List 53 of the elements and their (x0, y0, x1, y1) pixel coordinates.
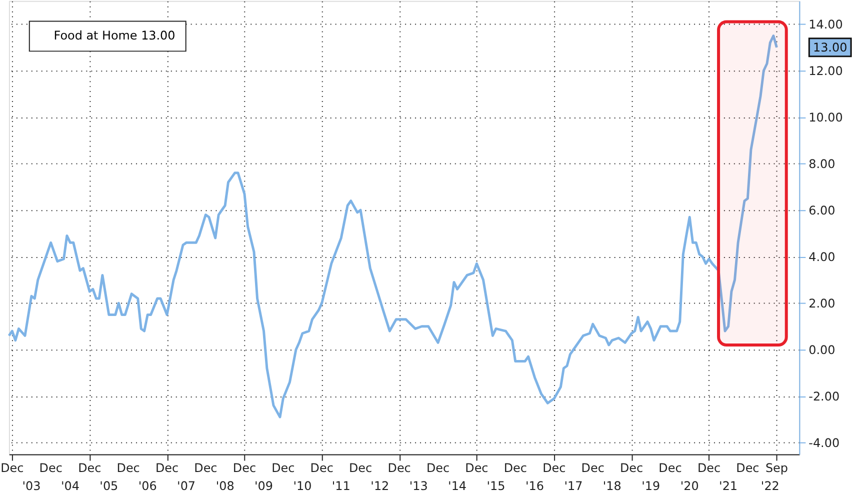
x2-tick-label: '05 (100, 479, 118, 494)
y-tick-label: 0.00 (808, 343, 836, 358)
x2-tick-label: '03 (22, 479, 41, 494)
x-tick-label: Dec (155, 461, 179, 476)
x2-tick-label: '16 (526, 479, 544, 494)
x-tick-label: Dec (194, 461, 218, 476)
x-tick-label: Dec (542, 461, 566, 476)
text: 13.00 (812, 40, 848, 54)
x2-tick-label: '20 (680, 479, 699, 494)
x-tick-label: Dec (232, 461, 256, 476)
y-tick-label: -4.00 (808, 436, 840, 450)
x2-tick-label: '10 (293, 479, 312, 494)
x2-tick-label: '22 (760, 479, 780, 494)
y-tick-label: 4.00 (808, 250, 836, 264)
y-tick-label: -2.00 (808, 390, 840, 404)
x-tick-label: Dec (620, 461, 644, 476)
y-tick-label: 6.00 (808, 204, 836, 218)
x-tick-label: Dec (78, 461, 102, 476)
x2-tick-label: '14 (448, 479, 467, 494)
x-tick-label: Dec (581, 461, 604, 476)
x2-tick-label: '07 (177, 479, 196, 494)
x-tick-label: Dec (697, 461, 721, 476)
x2-tick-label: '12 (370, 479, 390, 494)
x-tick-label: Sep (765, 461, 788, 476)
y-tick-label: 10.00 (808, 110, 843, 125)
x-tick-label: Dec (736, 461, 760, 476)
x2-tick-label: '18 (602, 479, 622, 494)
x-tick-label: Dec (272, 461, 295, 476)
y-tick-label: 14.00 (808, 18, 843, 32)
x2-tick-label: '15 (486, 479, 506, 494)
x2-tick-label: '11 (332, 479, 350, 494)
x2-tick-label: '13 (409, 479, 428, 494)
x2-tick-label: '17 (564, 479, 583, 494)
y-tick-label: 8.00 (808, 157, 836, 172)
x-tick-label: Dec (658, 461, 682, 476)
x-tick-label: Dec (0, 461, 24, 476)
x2-tick-label: '21 (719, 479, 738, 494)
x-tick-label: Dec (310, 461, 334, 476)
x2-tick-label: '06 (138, 479, 157, 494)
x2-tick-label: '08 (216, 479, 234, 494)
x-tick-label: Dec (465, 461, 488, 476)
x2-tick-label: '09 (254, 479, 273, 494)
x-tick-label: Dec (116, 461, 140, 476)
x-tick-label: Dec (39, 461, 62, 476)
y-tick-label: 2.00 (808, 296, 836, 311)
x-tick-label: Dec (348, 461, 372, 476)
x-tick-label: Dec (426, 461, 450, 476)
x2-tick-label: '04 (60, 479, 80, 494)
x-tick-label: Dec (504, 461, 527, 476)
x2-tick-label: '19 (642, 479, 660, 494)
y-tick-label: 12.00 (808, 64, 843, 78)
x-tick-label: Dec (388, 461, 411, 476)
text: Food at Home 13.00 (54, 28, 176, 43)
